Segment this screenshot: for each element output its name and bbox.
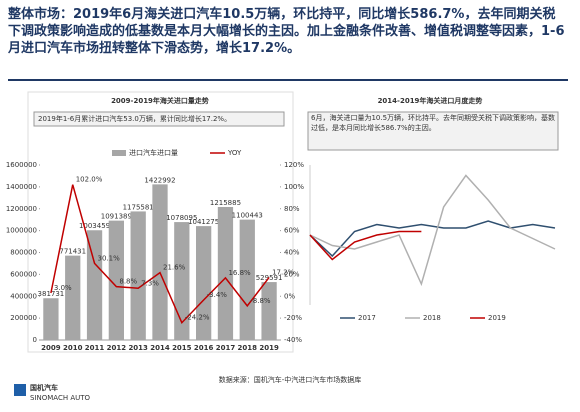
bar-label: 1215885	[210, 199, 241, 207]
legend-label: 进口汽车进口量	[129, 148, 178, 157]
x-tick-label: 2009	[41, 344, 61, 352]
yoy-label: -3.4%	[207, 291, 228, 299]
bar	[152, 184, 168, 340]
y-tick-label: 1000000	[6, 227, 37, 235]
bar-label: 1078095	[166, 214, 197, 222]
series-line	[309, 174, 556, 287]
bar	[108, 220, 124, 340]
bar	[65, 255, 81, 340]
yoy-label: 30.1%	[98, 254, 121, 262]
legend-label: 2018	[423, 314, 441, 322]
logo-icon	[14, 384, 26, 396]
bar-label: 1422992	[144, 176, 175, 184]
y2-tick-label: 40%	[284, 249, 300, 257]
bar	[196, 226, 212, 340]
y2-tick-label: -20%	[284, 314, 302, 322]
legend-label: 2017	[358, 314, 376, 322]
series-line	[309, 230, 422, 261]
x-tick-label: 2010	[63, 344, 83, 352]
y-tick-label: 1600000	[6, 161, 37, 169]
y2-tick-label: 0%	[284, 292, 295, 300]
yoy-label: -24.2%	[185, 314, 210, 322]
bar-label: 1003459	[79, 222, 110, 230]
yoy-label: 17.2%	[272, 268, 295, 276]
yoy-label: 8.8%	[119, 278, 137, 286]
bar	[239, 219, 255, 340]
yoy-label: 3.0%	[54, 284, 72, 292]
bar-label: 1091389	[101, 213, 132, 221]
x-tick-label: 2011	[85, 344, 105, 352]
y-tick-label: 800000	[10, 249, 37, 257]
legend-label: YOY	[227, 149, 242, 157]
y-tick-label: 0	[33, 336, 37, 344]
legend-swatch	[112, 150, 126, 156]
x-tick-label: 2016	[194, 344, 214, 352]
bar-label: 1100443	[232, 212, 263, 220]
bar	[86, 230, 103, 340]
yoy-label: 7.3%	[141, 279, 159, 287]
right-note-box	[307, 111, 559, 151]
source: 数据来源：国机汽车-中汽进口汽车市场数据库	[219, 375, 362, 384]
y2-tick-label: -40%	[284, 336, 302, 344]
right-annotation: 6月，海关进口量为10.5万辆，环比持平。去年同期受关税下调政策影响，基数过低，…	[311, 114, 556, 132]
y-tick-label: 400000	[10, 292, 37, 300]
y-tick-label: 1400000	[6, 183, 37, 191]
series-line	[309, 220, 556, 258]
left-frame	[27, 91, 294, 353]
x-tick-label: 2013	[128, 344, 148, 352]
bar	[217, 207, 234, 340]
bar	[261, 282, 277, 340]
bar	[130, 211, 146, 340]
yoy-label: -8.8%	[250, 297, 271, 305]
yoy-label: 21.6%	[163, 264, 186, 272]
y-tick-label: 1200000	[6, 205, 37, 213]
x-tick-label: 2012	[107, 344, 127, 352]
y-tick-label: 600000	[10, 270, 37, 278]
left-title: 2009-2019年海关进口量走势	[111, 96, 209, 105]
x-tick-label: 2015	[172, 344, 192, 352]
legend-label: 2019	[488, 314, 506, 322]
x-tick-label: 2014	[150, 344, 170, 352]
bar	[174, 222, 190, 340]
yoy-label: 16.8%	[228, 269, 251, 277]
left-note-box	[33, 111, 285, 127]
x-tick-label: 2019	[259, 344, 279, 352]
y2-tick-label: 80%	[284, 205, 300, 213]
bar	[43, 298, 59, 340]
header: 整体市场：2019年6月海关进口汽车10.5万辆，环比持平，同比增长586.7%…	[8, 7, 565, 56]
x-tick-label: 2018	[238, 344, 258, 352]
y-tick-label: 200000	[10, 314, 37, 322]
right-title: 2014-2019年海关进口月度走势	[378, 96, 483, 105]
y2-tick-label: 60%	[284, 227, 300, 235]
y2-tick-label: 20%	[284, 270, 300, 278]
bar-label: 381731	[38, 290, 65, 298]
header-rule	[8, 79, 568, 81]
x-tick-label: 2017	[216, 344, 236, 352]
bar-label: 1041275	[188, 218, 219, 226]
logo-name: 国机汽车	[30, 383, 58, 392]
yoy-line	[50, 184, 270, 325]
bar-label: 771431	[59, 248, 86, 256]
yoy-label: 102.0%	[76, 176, 103, 184]
y2-tick-label: 100%	[284, 183, 304, 191]
logo-sub: SINOMACH AUTO	[30, 394, 91, 402]
y2-tick-label: 120%	[284, 161, 304, 169]
right-note: 6月，海关进口量为10.5万辆，环比持平。去年同期受关税下调政策影响，基数过低，…	[311, 114, 556, 132]
bar-label: 1175581	[123, 203, 154, 211]
left-annotation: 2019年1-6月累计进口汽车53.0万辆，累计同比增长17.2%。	[38, 114, 231, 123]
